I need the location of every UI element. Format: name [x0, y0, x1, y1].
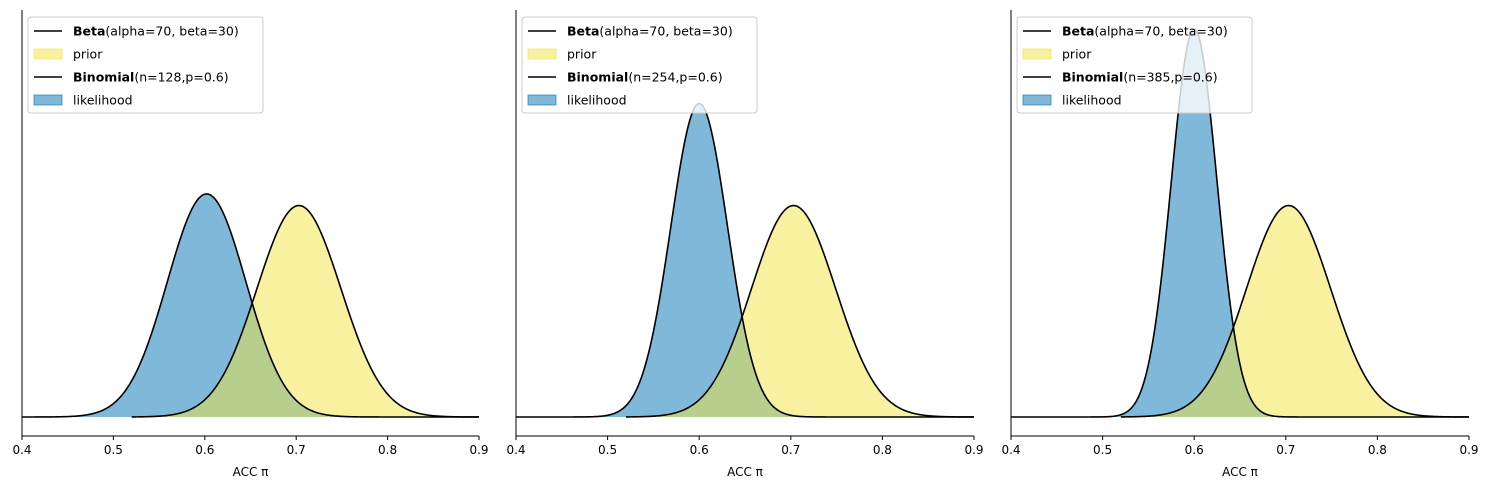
legend-entry-likelihood-curve: Binomial(n=128,p=0.6) [34, 70, 229, 85]
legend-entry-likelihood-fill: likelihood [1022, 93, 1122, 108]
binomial-curve [22, 193, 479, 418]
legend-label-params: (alpha=70, beta=30) [105, 24, 238, 39]
likelihood-area [22, 193, 479, 417]
panel-3: 0.4 0.5 0.6 0.7 0.8 0.9 ACC π Beta(alpha=70, be… [1001, 10, 1479, 479]
x-tick-label: 0.4 [12, 443, 31, 457]
x-tick-label: 0.6 [195, 443, 214, 457]
legend-label: Binomial(n=128,p=0.6) [73, 70, 229, 85]
x-tick-label: 0.9 [964, 443, 983, 457]
legend-entry-prior-fill: prior [527, 47, 597, 62]
legend-fill-swatch [33, 48, 63, 60]
legend-label-name: likelihood [73, 93, 133, 108]
x-tick-label: 0.6 [1185, 443, 1204, 457]
x-axis-label: ACC π [1222, 465, 1258, 479]
legend-label: prior [567, 47, 597, 62]
legend-label-params: (alpha=70, beta=30) [1094, 24, 1227, 39]
legend-fill-swatch [527, 94, 557, 106]
prior-area [1120, 205, 1469, 417]
legend-label: Beta(alpha=70, beta=30) [73, 24, 239, 39]
x-tick-label: 0.5 [598, 443, 617, 457]
legend-entry-likelihood-curve: Binomial(n=385,p=0.6) [1023, 70, 1218, 85]
legend-entry-prior-fill: prior [1022, 47, 1092, 62]
legend-entry-prior-curve: Beta(alpha=70, beta=30) [34, 24, 239, 39]
x-tick-label: 0.8 [1368, 443, 1387, 457]
beta-curve [1120, 204, 1469, 418]
legend-label: likelihood [567, 93, 627, 108]
legend-label: prior [1062, 47, 1092, 62]
prior-area [131, 205, 479, 417]
legend-label: Beta(alpha=70, beta=30) [567, 24, 733, 39]
x-tick-label: 0.7 [287, 443, 306, 457]
x-tick-label: 0.4 [506, 443, 525, 457]
x-tick-label: 0.8 [873, 443, 892, 457]
x-tick-label: 0.8 [378, 443, 397, 457]
legend-label-name: Binomial [73, 70, 134, 85]
legend-entry-likelihood-fill: likelihood [527, 93, 627, 108]
legend-label: Binomial(n=254,p=0.6) [567, 70, 723, 85]
legend-label-params: (alpha=70, beta=30) [599, 24, 732, 39]
legend-entry-likelihood-fill: likelihood [33, 93, 133, 108]
x-tick-label: 0.5 [1093, 443, 1112, 457]
binomial-curve [1011, 28, 1469, 418]
legend-label: Beta(alpha=70, beta=30) [1062, 24, 1228, 39]
legend-label-name: Beta [73, 24, 105, 39]
legend-label-name: likelihood [567, 93, 627, 108]
legend-fill-swatch [527, 48, 557, 60]
legend-entry-prior-curve: Beta(alpha=70, beta=30) [1023, 24, 1228, 39]
x-tick-label: 0.5 [104, 443, 123, 457]
legend-label-params: (n=385,p=0.6) [1123, 70, 1217, 85]
legend-fill-swatch [1022, 48, 1052, 60]
legend-box [521, 16, 758, 114]
legend-label: Binomial(n=385,p=0.6) [1062, 70, 1218, 85]
panel-1: 0.4 0.5 0.6 0.7 0.8 0.9 ACC π Beta(alpha=70, be… [12, 10, 489, 479]
x-tick-label: 0.4 [1001, 443, 1020, 457]
legend-box [1016, 16, 1253, 114]
panel-2: 0.4 0.5 0.6 0.7 0.8 0.9 ACC π Beta(alpha=70, be… [506, 10, 984, 479]
binomial-curve [516, 102, 974, 418]
beta-curve [131, 204, 479, 418]
legend-label-params: (n=254,p=0.6) [628, 70, 722, 85]
legend-box [27, 16, 264, 114]
legend-entry-prior-fill: prior [33, 47, 103, 62]
legend-fill-swatch [1022, 94, 1052, 106]
legend-fill-swatch [33, 94, 63, 106]
legend-label-name: prior [73, 47, 103, 62]
legend-label: likelihood [1062, 93, 1122, 108]
x-tick-label: 0.7 [1276, 443, 1295, 457]
legend-label: likelihood [73, 93, 133, 108]
legend-label-name: Beta [1062, 24, 1094, 39]
legend-label-name: prior [567, 47, 597, 62]
legend-label-name: prior [1062, 47, 1092, 62]
x-tick-label: 0.7 [781, 443, 800, 457]
legend-label-name: Binomial [567, 70, 628, 85]
legend-label-name: Binomial [1062, 70, 1123, 85]
prior-area [625, 205, 974, 417]
legend-label-name: Beta [567, 24, 599, 39]
x-tick-label: 0.9 [469, 443, 488, 457]
legend-label: prior [73, 47, 103, 62]
beta-curve [625, 204, 974, 418]
x-axis-label: ACC π [727, 465, 763, 479]
x-axis-label: ACC π [233, 465, 269, 479]
legend-label-params: (n=128,p=0.6) [134, 70, 228, 85]
legend-entry-prior-curve: Beta(alpha=70, beta=30) [528, 24, 733, 39]
x-tick-label: 0.6 [690, 443, 709, 457]
legend-entry-likelihood-curve: Binomial(n=254,p=0.6) [528, 70, 723, 85]
legend-label-name: likelihood [1062, 93, 1122, 108]
x-tick-label: 0.9 [1459, 443, 1478, 457]
